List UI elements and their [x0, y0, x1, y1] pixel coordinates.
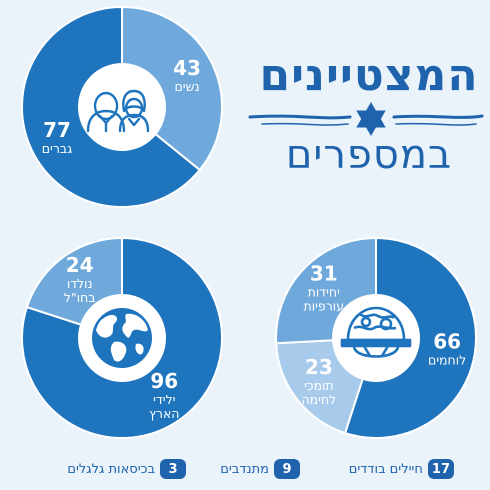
page-title: המצטיינים — [259, 50, 479, 101]
pie-center-disc — [78, 63, 166, 151]
footer-count-badge: 9 — [274, 459, 300, 479]
footer-label: בכיסאות גלגלים — [67, 461, 155, 477]
pie-slice-label: נולדו — [67, 276, 93, 291]
pie-slice-value: 24 — [66, 253, 94, 277]
pie-slice-label: גברים — [42, 141, 73, 156]
pie-slice-label: לוחמים — [428, 352, 466, 367]
footer-count-badge: 17 — [427, 459, 454, 479]
pie-slice-value: 96 — [150, 369, 178, 393]
footer-label: מתנדבים — [220, 461, 269, 477]
pie-slice-label: עורפיות — [304, 298, 345, 313]
people-icon — [86, 89, 150, 133]
pie-slice-label: לחימה — [302, 392, 337, 407]
footer-stat-wheelchairs: 3 בכיסאות גלגלים — [67, 458, 186, 480]
page-subtitle: במספרים — [285, 132, 453, 178]
pie-slice-value: 66 — [433, 329, 461, 353]
pie-slice-label: תומכי — [304, 378, 334, 393]
pie-slice-label: יחידות — [308, 284, 340, 299]
pie-slice — [121, 5, 223, 172]
pie-slice-value: 43 — [173, 56, 201, 80]
footer-count-badge: 3 — [160, 459, 186, 479]
globe-icon — [92, 308, 152, 368]
footer-label: חיילים בודדים — [348, 461, 423, 477]
pie-slice-label: הארץ — [149, 406, 179, 421]
title-divider — [248, 102, 484, 136]
star-of-david-icon — [356, 102, 386, 136]
pie-slice-value: 23 — [305, 355, 333, 379]
pie-slice-label: בחו"ל — [64, 290, 96, 305]
helmet-icon — [340, 306, 412, 358]
footer-stat-lone-soldiers: 17 חיילים בודדים — [349, 458, 454, 480]
pie-slice-label: נשים — [175, 79, 200, 94]
pie-slice-label: ילידי — [153, 392, 175, 407]
footer-stat-volunteers: 9 מתנדבים — [220, 458, 300, 480]
pie-slice-value: 31 — [310, 261, 338, 285]
pie-slice-value: 77 — [43, 118, 71, 142]
